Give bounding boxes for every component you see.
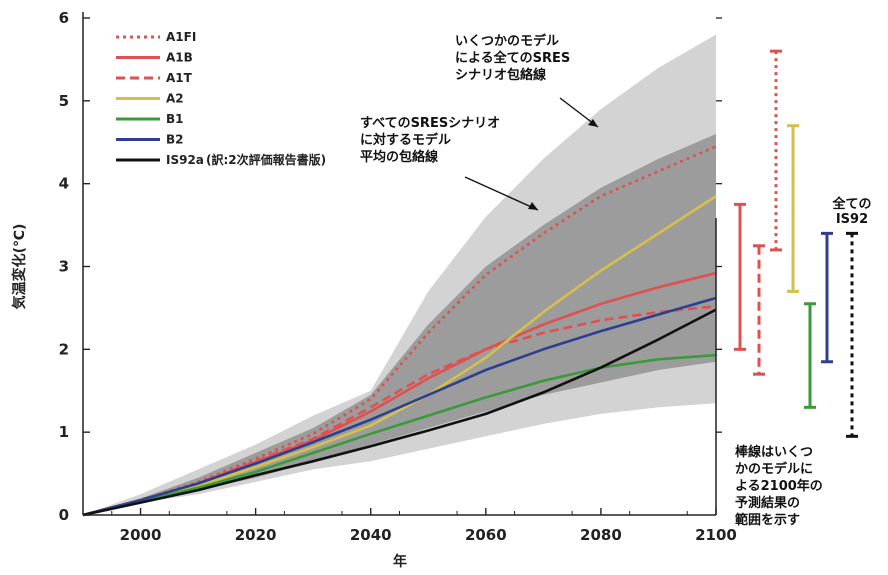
inner-band-arrowhead <box>528 202 538 210</box>
inner-band-pointer <box>464 176 539 211</box>
series-line-a2 <box>82 195 717 517</box>
y-tick-label-0: 0 <box>59 506 69 524</box>
outer-band-arrowhead <box>588 119 598 127</box>
y-tick-label-6: 6 <box>59 9 69 27</box>
series-line-b1 <box>82 353 717 517</box>
inner-band-label-line-0: すべてのSRESシナリオ <box>360 116 500 131</box>
x-tick-label-2060: 2060 <box>465 526 507 544</box>
legend-label-a2: A2 <box>166 92 184 106</box>
legend-label-b2: B2 <box>166 133 184 147</box>
outer-band-label-line-2: シナリオ包絡線 <box>455 67 547 83</box>
outer-band-label-line-1: による全てのSRES <box>455 50 570 66</box>
y-tick-label-3: 3 <box>59 258 69 276</box>
legend-label-is92a: IS92a <box>166 153 204 167</box>
range-bar-label-line-0: 全ての <box>831 196 871 212</box>
range-note-line-4: 範囲を示す <box>735 512 800 528</box>
y-tick-label-1: 1 <box>59 423 69 441</box>
y-tick-label-4: 4 <box>59 175 69 193</box>
inner-band-label-line-1: に対するモデル <box>360 132 451 148</box>
range-bar-label-line-1: IS92 <box>836 212 868 227</box>
range-note-line-2: よる2100年の <box>735 478 823 494</box>
range-note-line-3: 予測結果の <box>735 495 800 511</box>
range-note-line-0: 棒線はいくつ <box>735 444 813 460</box>
y-tick-label-2: 2 <box>59 340 69 358</box>
series-line-is92a <box>82 308 717 517</box>
x-tick-label-2000: 2000 <box>120 526 162 544</box>
legend-label-a1t: A1T <box>166 71 193 85</box>
outer-band-label-line-0: いくつかのモデル <box>455 33 559 49</box>
range-note-line-1: かのモデルに <box>735 461 813 477</box>
series-line-a1t <box>82 305 717 517</box>
x-tick-label-2040: 2040 <box>350 526 392 544</box>
envelope-band-1 <box>83 134 716 515</box>
x-tick-label-2020: 2020 <box>235 526 277 544</box>
series-line-b2 <box>82 296 717 517</box>
legend-note: (訳:2次評価報告書版) <box>206 152 326 167</box>
series-line-a1fi <box>82 145 717 517</box>
legend-label-a1fi: A1FI <box>166 30 196 44</box>
y-tick-label-5: 5 <box>59 92 69 110</box>
envelope-band-0 <box>83 34 716 515</box>
legend-label-b1: B1 <box>166 112 184 126</box>
inner-band-label-line-2: 平均の包絡線 <box>360 149 439 165</box>
x-axis-label: 年 <box>393 553 407 570</box>
legend-label-a1b: A1B <box>166 51 193 65</box>
x-tick-label-2080: 2080 <box>580 526 622 544</box>
y-axis-label: 気温変化(℃) <box>11 224 28 310</box>
x-tick-label-2100: 2100 <box>695 526 737 544</box>
